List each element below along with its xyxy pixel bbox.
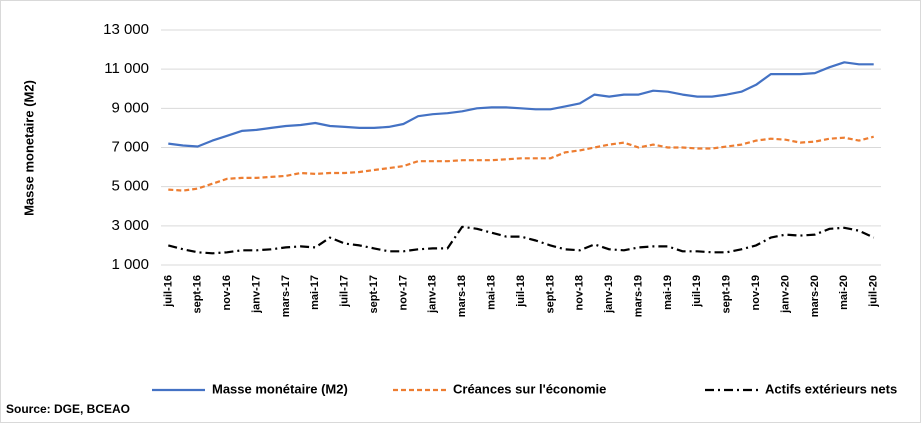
x-tick-label: juil-20 [868, 275, 880, 308]
x-tick-label: janv-20 [779, 275, 791, 314]
x-tick-label: sept-17 [368, 275, 380, 314]
legend-label: Actifs extérieurs nets [765, 381, 897, 396]
series-line [168, 135, 874, 192]
x-tick-label: sept-19 [721, 275, 733, 314]
x-tick-label: janv-17 [250, 275, 262, 314]
x-tick-label: sept-18 [544, 275, 556, 314]
x-tick-label: juil-17 [339, 275, 351, 308]
x-tick-label: sept-16 [192, 275, 204, 314]
x-tick-label: mars-19 [632, 275, 644, 317]
x-tick-label: mars-17 [280, 275, 292, 317]
x-tick-label: mai-17 [309, 275, 321, 310]
y-axis-title: Masse monetaire (M2) [21, 80, 36, 216]
x-tick-label: juil-16 [162, 275, 174, 308]
y-tick-label: 7 000 [111, 138, 149, 155]
x-tick-label: mai-20 [838, 275, 850, 310]
x-tick-label: mai-18 [486, 275, 498, 310]
series-line [168, 225, 875, 255]
x-tick-label: juil-19 [691, 275, 703, 308]
legend-label: Masse monétaire (M2) [212, 381, 348, 396]
x-tick-label: mars-20 [809, 275, 821, 317]
legend-label: Créances sur l'économie [453, 381, 606, 396]
x-tick-label: mai-19 [662, 275, 674, 310]
x-tick-label: nov-17 [397, 275, 409, 310]
x-tick-label: mars-18 [456, 275, 468, 317]
x-tick-label: nov-16 [221, 275, 233, 310]
y-tick-label: 5 000 [111, 178, 149, 195]
series-line [168, 61, 874, 148]
x-tick-label: nov-19 [750, 275, 762, 310]
y-tick-label: 1 000 [111, 256, 149, 273]
y-tick-label: 11 000 [104, 60, 149, 77]
y-tick-label: 3 000 [111, 217, 149, 234]
x-tick-label: janv-19 [603, 275, 615, 314]
x-tick-label: juil-18 [515, 275, 527, 308]
source: Source: DGE, BCEAO [6, 402, 130, 416]
y-tick-label: 9 000 [111, 99, 149, 116]
y-tick-label: 13 000 [103, 21, 149, 38]
x-tick-label: janv-18 [427, 275, 439, 314]
x-tick-label: nov-18 [574, 275, 586, 310]
